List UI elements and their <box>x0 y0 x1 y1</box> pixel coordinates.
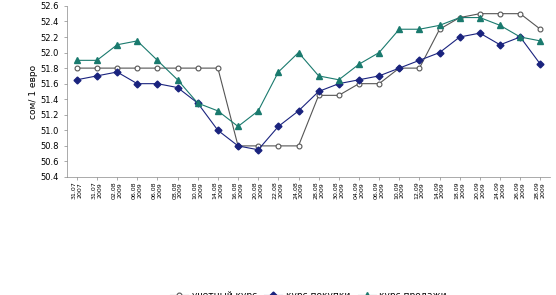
Y-axis label: сом/ 1 евро: сом/ 1 евро <box>29 64 38 119</box>
Legend: учетный курс, курс покупки, курс продажи: учетный курс, курс покупки, курс продажи <box>167 288 450 295</box>
